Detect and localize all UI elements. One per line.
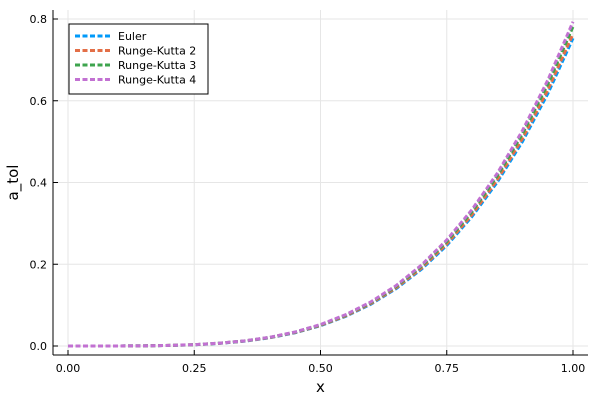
x-tick-label: 1.00 bbox=[561, 362, 586, 375]
y-axis-label: a_tol bbox=[4, 165, 23, 201]
y-tick-label: 0.0 bbox=[30, 340, 48, 353]
x-tick-label: 0.25 bbox=[182, 362, 207, 375]
x-axis-label: x bbox=[316, 378, 325, 396]
y-tick-label: 0.4 bbox=[30, 177, 48, 190]
legend-label-runge-kutta-4: Runge-Kutta 4 bbox=[118, 74, 196, 87]
series-line-runge-kutta-4 bbox=[68, 21, 575, 348]
legend-label-runge-kutta-3: Runge-Kutta 3 bbox=[118, 59, 196, 72]
y-tick-label: 0.8 bbox=[30, 13, 48, 26]
legend-label-euler: Euler bbox=[118, 30, 147, 43]
x-tick-label: 0.00 bbox=[56, 362, 81, 375]
legend-label-runge-kutta-2: Runge-Kutta 2 bbox=[118, 45, 196, 58]
x-tick-label: 0.75 bbox=[435, 362, 460, 375]
series-lines bbox=[68, 21, 575, 348]
tick-labels: 0.00 0.25 0.50 0.75 1.00 0.0 0.2 0.4 0.6 0.8 bbox=[30, 13, 586, 375]
y-tick-label: 0.2 bbox=[30, 258, 48, 271]
axes bbox=[52, 10, 588, 356]
y-tick-label: 0.6 bbox=[30, 95, 48, 108]
x-tick-label: 0.50 bbox=[308, 362, 333, 375]
